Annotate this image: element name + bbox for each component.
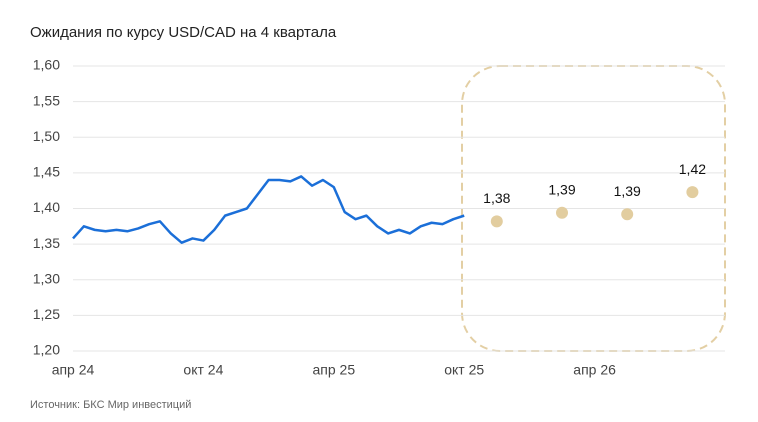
forecast-point bbox=[686, 186, 699, 199]
y-tick-label: 1,20 bbox=[33, 342, 60, 358]
y-tick-label: 1,40 bbox=[33, 199, 60, 215]
forecast-point bbox=[556, 206, 568, 219]
data-label: 1,39 bbox=[614, 183, 641, 199]
x-tick-label: окт 24 bbox=[183, 362, 223, 378]
x-tick-label: апр 24 bbox=[52, 362, 95, 378]
chart-title: Ожидания по курсу USD/CAD на 4 квартала bbox=[30, 24, 337, 41]
y-tick-label: 1,35 bbox=[33, 235, 60, 251]
forecast-point bbox=[490, 215, 503, 228]
x-tick-label: апр 26 bbox=[573, 362, 616, 378]
x-tick-label: окт 25 bbox=[444, 362, 484, 378]
data-label: 1,39 bbox=[548, 181, 575, 197]
data-label: 1,42 bbox=[679, 161, 706, 177]
forecast-point bbox=[621, 208, 634, 221]
source-note: Источник: БКС Мир инвестиций bbox=[30, 399, 191, 411]
y-tick-label: 1,45 bbox=[33, 164, 60, 180]
x-tick-label: апр 25 bbox=[312, 362, 355, 378]
y-tick-label: 1,30 bbox=[33, 270, 60, 286]
y-tick-label: 1,60 bbox=[33, 57, 60, 73]
y-tick-label: 1,55 bbox=[33, 92, 60, 108]
y-tick-label: 1,25 bbox=[33, 306, 60, 322]
data-label: 1,38 bbox=[483, 190, 510, 206]
history-line bbox=[72, 175, 465, 244]
y-tick-label: 1,50 bbox=[33, 128, 60, 144]
